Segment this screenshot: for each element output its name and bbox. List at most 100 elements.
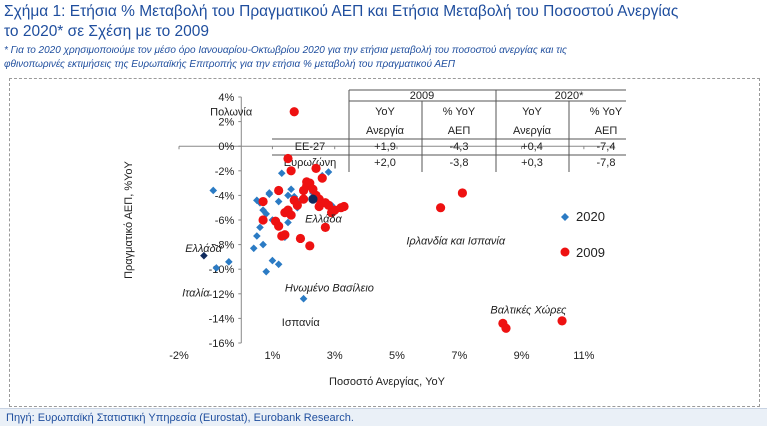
table-lines [272, 89, 626, 172]
point-2009 [305, 241, 315, 251]
chart-note: * Για το 2020 χρησιμοποιούμε τον μέσο όρ… [4, 44, 764, 72]
scatter-chart: 4% 2% 0% -2% -4% -6% -8% -10% -12% -14% -16% -2% 1%… [123, 89, 626, 388]
table-col-pct-yoy: % YoY [590, 106, 623, 118]
annotation-label: Ιταλία [182, 287, 210, 299]
x-tick-label: 1% [264, 350, 280, 362]
point-2009 [258, 215, 268, 225]
point-2020 [274, 197, 283, 206]
table-cell: +2,0 [374, 157, 396, 169]
y-tick-label: -8% [215, 240, 235, 252]
point-2009 [295, 233, 306, 244]
point-2009 [286, 210, 296, 220]
y-tick-label: 4% [218, 92, 234, 104]
point-2009 [317, 173, 327, 183]
point-2009 [283, 153, 293, 164]
point-2009 [457, 188, 467, 198]
point-2020 [287, 185, 295, 194]
point-2009 [320, 222, 330, 232]
point-2009 [557, 316, 567, 326]
point-2009 [302, 177, 312, 187]
point-2020 [277, 169, 286, 178]
x-axis-label: Ποσοστό Ανεργίας, YoY [329, 376, 446, 388]
annotation-label: Ισπανία [282, 317, 321, 329]
point-2020 [265, 190, 274, 198]
table-row-label: ΕΕ-27 [295, 141, 326, 153]
annotation-label: Ελλάδα [305, 213, 342, 225]
point-2009 [311, 163, 321, 173]
x-tick-label: 9% [514, 350, 530, 362]
annotation-label: Ιρλανδία και Ισπανία [406, 236, 506, 248]
table-year-2009: 2009 [410, 90, 434, 102]
point-2009 [280, 230, 290, 240]
table-col-pct-yoy: % YoY [443, 106, 476, 118]
table-cell: +0,4 [521, 141, 543, 153]
x-tick-label: -2% [169, 350, 189, 362]
x-tick-label: 3% [327, 350, 343, 362]
legend[interactable]: 2020 2009 [560, 209, 605, 260]
point-2009 [274, 221, 284, 231]
chart-frame: 4% 2% 0% -2% -4% -6% -8% -10% -12% -14% -16% -2% 1%… [9, 78, 760, 407]
point-2009 [327, 208, 337, 218]
annotations: Πολωνία Ελλάδα Ελλάδα Ιταλία Ηνωμένο Βασίλει… [182, 106, 567, 328]
annotation-label: Ελλάδα [185, 243, 222, 255]
point-2020 [262, 267, 270, 276]
point-2020 [268, 256, 277, 265]
point-2009 [298, 194, 309, 204]
y-tick-label: 2% [218, 117, 234, 129]
legend-marker-2009 [560, 247, 570, 257]
point-2009 [323, 200, 334, 210]
y-tick-label: -14% [209, 313, 235, 325]
title-line-1: Σχήμα 1: Ετήσια % Μεταβολή του Πραγματικ… [4, 3, 679, 20]
x-tick-label: 5% [389, 350, 405, 362]
table-col-yoy: YoY [375, 106, 395, 118]
point-2009 [339, 201, 349, 212]
y-tick-label: -2% [215, 166, 235, 178]
point-2020 [212, 264, 221, 272]
point-2020 [259, 240, 267, 249]
point-2009 [501, 323, 511, 333]
note-line-1: * Για το 2020 χρησιμοποιούμε τον μέσο όρ… [4, 45, 567, 56]
y-ticks: 4% 2% 0% -2% -4% -6% -8% -10% -12% -14% -16% [209, 92, 242, 350]
point-2009 [436, 203, 446, 213]
table-cell: -7,8 [597, 157, 616, 169]
chart-title: Σχήμα 1: Ετήσια % Μεταβολή του Πραγματικ… [4, 2, 764, 42]
annotation-label: Βαλτικές Χώρες [490, 304, 567, 316]
point-2009 [314, 201, 324, 212]
point-2020 [284, 218, 292, 227]
point-2009 [292, 200, 302, 210]
y-tick-label: -6% [215, 215, 235, 227]
y-tick-label: -12% [209, 289, 235, 301]
point-2009 [274, 185, 284, 196]
source-footer: Πηγή: Ευρωπαϊκή Στατιστική Υπηρεσία (Eur… [0, 408, 767, 426]
table-col-unemployment: Ανεργία [513, 125, 552, 137]
data-points [200, 107, 567, 333]
table-row-label: Ευρωζώνη [284, 157, 337, 169]
legend-label-2009: 2009 [576, 245, 605, 260]
table-cell: +0,3 [521, 157, 543, 169]
point-2020 [256, 223, 264, 232]
y-axis-label: Πραγματικό ΑΕΠ, %YoY [123, 160, 135, 278]
annotation-label: Ηνωμένο Βασίλειο [285, 282, 374, 294]
point-2020 [225, 258, 233, 266]
x-ticks: -2% 1% 3% 5% 7% 9% 11% [169, 146, 595, 362]
point-2009 [286, 166, 296, 176]
point-highlight-3 [308, 194, 318, 204]
y-tick-label: 0% [218, 141, 234, 153]
point-2020 [253, 232, 261, 240]
point-2009 [289, 107, 299, 117]
x-tick-label: 11% [573, 350, 594, 362]
summary-table: 2009 2020* YoY % YoY YoY % YoY Ανεργία Α… [272, 89, 626, 172]
x-tick-label: 7% [451, 350, 467, 362]
point-2020 [299, 294, 308, 303]
point-highlight-2 [200, 251, 208, 260]
y-tick-label: -4% [215, 190, 235, 202]
point-2020 [262, 210, 270, 218]
legend-marker-2020 [561, 213, 569, 221]
point-2009 [258, 196, 268, 207]
point-2020 [249, 244, 258, 253]
table-cell: -4,3 [450, 141, 469, 153]
table-col-yoy: YoY [522, 106, 542, 118]
y-tick-label: -10% [209, 264, 235, 276]
legend-label-2020: 2020 [576, 209, 605, 224]
annotation-label: Πολωνία [210, 106, 253, 118]
